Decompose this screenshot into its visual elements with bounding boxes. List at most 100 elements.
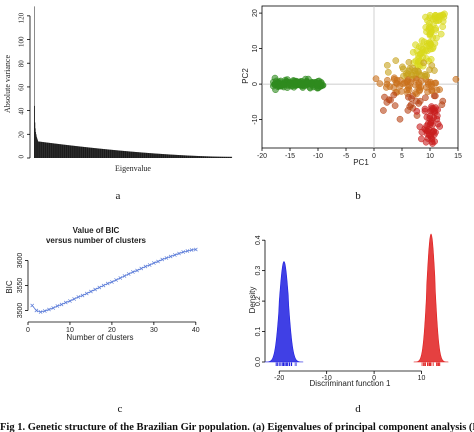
- pca-point: [428, 83, 435, 90]
- pca-point: [422, 138, 430, 146]
- y-axis-label: BIC: [5, 280, 14, 294]
- pca-point: [399, 63, 406, 71]
- pca-point: [396, 115, 404, 123]
- pca-point: [383, 80, 391, 88]
- pca-point: [424, 88, 431, 96]
- pca-point: [415, 81, 423, 89]
- bic-point: [84, 291, 89, 296]
- y-tick-label: 20: [18, 131, 26, 139]
- pca-point: [409, 72, 416, 79]
- pca-point: [432, 13, 439, 21]
- chart-title-line-2: versus number of clusters: [46, 236, 147, 245]
- pca-point: [452, 75, 460, 83]
- x-tick-label: 40: [192, 327, 200, 334]
- pca-point: [409, 48, 417, 56]
- bic-point: [34, 308, 39, 313]
- panel-letter-b: b: [355, 190, 361, 202]
- pca-point: [398, 88, 405, 95]
- pca-point: [416, 87, 423, 95]
- panel-letter-c: c: [118, 403, 123, 415]
- bic-point: [152, 261, 156, 265]
- y-tick-label: 80: [18, 60, 26, 68]
- chart-title-line-1: Value of BIC: [73, 226, 120, 235]
- bic-point: [139, 266, 144, 271]
- panel-c-bic-chart: Value of BIC versus number of clusters 0…: [5, 226, 200, 415]
- bic-point: [135, 268, 139, 273]
- x-tick-label: -20: [274, 375, 284, 382]
- x-tick-label: -10: [322, 375, 332, 382]
- bic-point: [93, 287, 97, 292]
- x-tick-label: 5: [400, 153, 404, 160]
- pca-point: [383, 61, 391, 69]
- bic-point: [80, 293, 85, 298]
- bic-point: [168, 254, 173, 259]
- y-tick-label: 3550: [17, 278, 24, 294]
- pca-point: [426, 30, 434, 38]
- x-tick-label: -10: [313, 153, 323, 160]
- pca-point: [313, 80, 321, 88]
- eigenvalue-bars: [34, 6, 233, 159]
- bic-point: [110, 280, 114, 284]
- pca-point: [431, 107, 439, 115]
- pca-point: [420, 59, 428, 67]
- y-tick-label: 3500: [17, 303, 24, 319]
- bic-series-line: [31, 249, 196, 313]
- bic-point: [114, 278, 118, 282]
- x-tick-label: 10: [418, 375, 426, 382]
- pca-point: [415, 100, 423, 107]
- x-tick-label: 0: [372, 375, 376, 382]
- x-tick-label: 0: [372, 153, 376, 160]
- pca-point: [431, 138, 438, 145]
- bic-point: [30, 303, 35, 308]
- bic-point: [160, 257, 165, 262]
- y-tick-label: 0: [18, 155, 26, 159]
- bic-point: [126, 272, 131, 276]
- bic-point: [147, 263, 152, 267]
- figure-caption: Fig 1. Genetic structure of the Brazilia…: [0, 422, 474, 432]
- bic-point: [101, 283, 106, 288]
- bic-point: [55, 304, 60, 308]
- x-axis-label: PC1: [353, 158, 369, 167]
- density-area: [264, 261, 304, 363]
- pca-point: [392, 57, 400, 64]
- x-tick-label: 10: [66, 327, 74, 334]
- y-axis-label: Absolute variance: [3, 55, 12, 113]
- y-tick-label: 3600: [17, 253, 24, 269]
- pca-point: [383, 99, 391, 106]
- bic-point: [189, 248, 194, 252]
- pca-point: [408, 95, 415, 102]
- y-tick-label: 10: [252, 45, 259, 53]
- pca-point: [384, 68, 392, 76]
- x-axis-label: Discriminant function 1: [310, 379, 391, 388]
- pca-point: [426, 24, 433, 31]
- pca-point: [418, 37, 426, 45]
- pca-point: [280, 81, 287, 89]
- bic-point: [172, 253, 177, 257]
- panel-a-eigenvalue-chart: 0 20 40 60 80 100 120 Eigenvalue Absolute vari…: [3, 6, 233, 202]
- bic-point: [89, 289, 93, 294]
- panel-d-dapc-density: -20 -10 0 10 0.0 0.1 0.2 0.3 0.4 Discriminant fu…: [248, 233, 449, 415]
- bic-point: [131, 270, 135, 274]
- pca-point: [421, 105, 429, 113]
- pca-point: [426, 14, 434, 22]
- bic-point: [38, 310, 43, 314]
- bic-point: [122, 274, 127, 278]
- pca-points: [269, 10, 460, 147]
- y-tick-label: 0.1: [255, 327, 262, 337]
- bic-point: [47, 307, 51, 312]
- pca-point: [428, 62, 436, 69]
- pca-point: [319, 81, 327, 89]
- pca-point: [421, 71, 429, 78]
- y-tick-label: 120: [18, 12, 26, 23]
- pca-point: [403, 86, 411, 94]
- bic-point: [63, 300, 68, 305]
- pca-point: [418, 128, 426, 136]
- pca-point: [427, 40, 435, 48]
- pca-point: [423, 122, 431, 130]
- panel-letter-a: a: [116, 190, 121, 202]
- x-tick-label: -15: [285, 153, 295, 160]
- pca-point: [404, 107, 412, 114]
- pca-point: [406, 65, 414, 72]
- bic-point: [185, 249, 190, 253]
